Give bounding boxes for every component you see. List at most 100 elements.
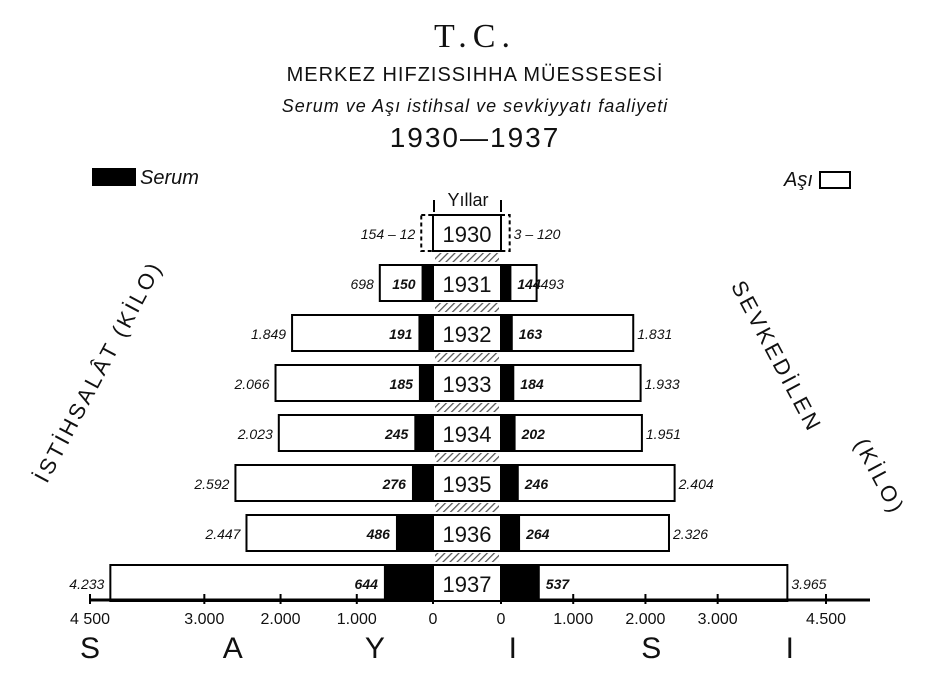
year-label-1937: 1937	[443, 572, 492, 597]
right-total-label-1934: 1.951	[646, 426, 681, 442]
left-serum-bar-1933	[418, 365, 433, 401]
year-box-1931	[432, 264, 502, 302]
left-total-label-1935: 2.592	[193, 476, 229, 492]
year-separator-1935	[435, 503, 499, 512]
bars-layer: 1930 154 – 12 3 – 120 1931 698 493 150 144 1932 1…	[69, 214, 827, 602]
right-total-label-1930: 3 – 120	[514, 226, 561, 242]
left-total-label-1936: 2.447	[204, 526, 241, 542]
right-total-bar-1935	[500, 464, 676, 502]
left-serum-bar-1934	[414, 415, 433, 451]
header-institution: MERKEZ HIFZISSIHHA MÜESSESESİ	[286, 64, 664, 86]
left-serum-label-1933: 185	[390, 376, 414, 392]
right-total-bar-1936	[500, 514, 670, 552]
year-box-1935	[432, 464, 502, 502]
right-total-bar-1934	[500, 414, 643, 452]
left-total-label-1932: 1.849	[251, 326, 286, 342]
legend-asi-swatch	[819, 171, 851, 189]
right-serum-label-1936: 264	[525, 526, 550, 542]
x-tick-label-left-3: 1.000	[337, 611, 377, 628]
right-total-bar-1932	[500, 314, 635, 352]
header-subtitle: Serum ve Aşı istihsal ve sevkiyyatı faal…	[281, 96, 669, 116]
x-tick-label-right-0: 0	[497, 611, 506, 628]
right-serum-label-1931: 144	[517, 276, 541, 292]
left-serum-label-1934: 245	[384, 426, 409, 442]
left-serum-bar-1936	[395, 515, 433, 551]
right-serum-bar-1931	[501, 265, 512, 301]
left-serum-label-1932: 191	[389, 326, 413, 342]
year-box-1937	[432, 564, 502, 602]
left-serum-bar-1932	[418, 315, 433, 351]
x-tick-label-right-2: 2.000	[625, 611, 665, 628]
x-axis: 4 500 3.000 2.000 1.000 0 0 1.000 2.000 3.000 4.5…	[70, 590, 870, 628]
left-total-bar-1935	[234, 464, 434, 502]
left-total-label-1931: 698	[350, 276, 374, 292]
side-label-shipped-unit: (KİLO)	[849, 434, 910, 519]
year-label-1930: 1930	[443, 222, 492, 247]
right-total-label-1931: 493	[541, 276, 565, 292]
right-total-bar-1937	[500, 564, 789, 602]
left-total-label-1933: 2.066	[233, 376, 269, 392]
year-box-1934	[432, 414, 502, 452]
left-serum-bar-1935	[411, 465, 433, 501]
left-serum-bar-1937	[383, 565, 433, 601]
header-line-tc: T.C.	[434, 18, 516, 55]
x-tick-label-left-2: 2.000	[261, 611, 301, 628]
chart-header: T.C. MERKEZ HIFZISSIHHA MÜESSESESİ Serum…	[0, 0, 950, 160]
x-tick-label-right-4: 4.500	[806, 611, 846, 628]
right-total-label-1932: 1.831	[637, 326, 672, 342]
year-box-1930	[432, 214, 502, 252]
year-box-1933	[432, 364, 502, 402]
right-total-label-1935: 2.404	[678, 476, 714, 492]
right-total-label-1936: 2.326	[672, 526, 708, 542]
x-tick-label-left-0: 4 500	[70, 611, 110, 628]
year-separator-1933	[435, 403, 499, 412]
right-total-bar-1933	[500, 364, 642, 402]
legend-serum-label: Serum	[140, 167, 199, 189]
right-serum-label-1932: 163	[519, 326, 543, 342]
right-serum-bar-1936	[501, 515, 521, 551]
left-serum-label-1936: 486	[366, 526, 391, 542]
side-label-production: İSTİHSALÂT (KİLO)	[29, 256, 167, 486]
left-total-label-1937: 4.233	[69, 576, 104, 592]
year-separator-1934	[435, 453, 499, 462]
x-tick-label-right-1: 1.000	[553, 611, 593, 628]
legend-serum-swatch	[92, 168, 136, 186]
x-tick-label-right-3: 3.000	[698, 611, 738, 628]
year-box-1932	[432, 314, 502, 352]
years-label: Yıllar	[447, 190, 488, 210]
left-total-bar-1930	[420, 214, 435, 252]
left-total-label-1930: 154 – 12	[361, 226, 416, 242]
year-box-1936	[432, 514, 502, 552]
right-total-label-1937: 3.965	[791, 576, 826, 592]
right-serum-bar-1932	[501, 315, 513, 351]
year-label-1934: 1934	[443, 422, 492, 447]
left-total-bar-1932	[291, 314, 435, 352]
year-label-1935: 1935	[443, 472, 492, 497]
right-serum-bar-1934	[501, 415, 516, 451]
year-label-1931: 1931	[443, 272, 492, 297]
year-separator-1932	[435, 353, 499, 362]
year-label-1933: 1933	[443, 372, 492, 397]
year-separator-1930	[435, 253, 499, 262]
right-serum-bar-1937	[501, 565, 540, 601]
year-label-1932: 1932	[443, 322, 492, 347]
left-total-label-1934: 2.023	[237, 426, 273, 442]
right-serum-label-1933: 184	[520, 376, 544, 392]
x-tick-label-left-4: 0	[429, 611, 438, 628]
right-serum-label-1934: 202	[521, 426, 546, 442]
year-label-1936: 1936	[443, 522, 492, 547]
left-serum-label-1931: 150	[392, 276, 416, 292]
year-separator-1936	[435, 553, 499, 562]
side-label-shipped: SEVKEDİLEN	[726, 276, 827, 436]
right-serum-bar-1933	[501, 365, 515, 401]
left-total-bar-1934	[277, 414, 434, 452]
x-tick-label-left-1: 3.000	[184, 611, 224, 628]
right-serum-label-1935: 246	[524, 476, 549, 492]
header-years: 1930—1937	[389, 122, 561, 153]
x-axis-title: S A Y I S I	[80, 632, 852, 665]
left-serum-label-1935: 276	[382, 476, 407, 492]
right-serum-bar-1935	[501, 465, 519, 501]
right-total-label-1933: 1.933	[645, 376, 680, 392]
left-serum-bar-1931	[421, 265, 433, 301]
